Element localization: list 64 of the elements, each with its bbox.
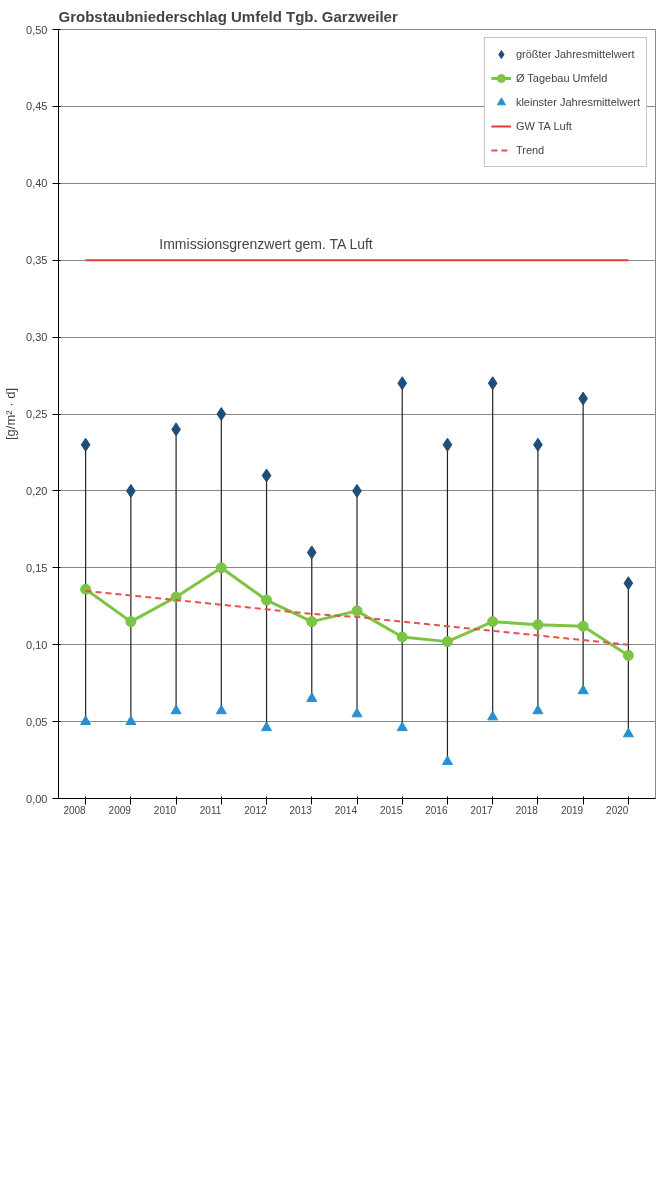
- point: [487, 376, 498, 391]
- y-tick-label: 0,45: [26, 100, 48, 113]
- x-tick-label: 2014: [334, 804, 358, 816]
- point: [261, 594, 273, 606]
- point: [396, 631, 408, 643]
- x-tick-label: 2018: [515, 804, 539, 816]
- x-tick-label: 2015: [379, 804, 403, 816]
- point: [622, 727, 634, 738]
- y-tick-label: 0,25: [26, 408, 48, 420]
- point: [622, 649, 634, 661]
- point: [125, 715, 137, 725]
- point: [306, 692, 318, 702]
- x-tick-label: 2010: [153, 804, 177, 816]
- point: [441, 636, 453, 648]
- point: [623, 576, 634, 591]
- x-tick-label: 2017: [470, 804, 494, 816]
- point: [215, 704, 227, 715]
- x-tick-label: 2020: [606, 804, 629, 816]
- point: [441, 755, 453, 765]
- point: [80, 715, 92, 725]
- point: [351, 707, 363, 718]
- point: [306, 545, 317, 560]
- x-tick-label: 2013: [289, 804, 313, 816]
- point: [396, 721, 408, 732]
- y-tick-label: 0,30: [26, 331, 48, 344]
- y-tick-label: 0,15: [26, 561, 48, 574]
- point: [487, 616, 499, 628]
- point: [80, 437, 91, 452]
- point: [487, 710, 499, 721]
- legend-label: GW TA Luft: [515, 120, 572, 132]
- point: [577, 684, 589, 695]
- point: [125, 616, 137, 628]
- legend-label: Trend: [515, 144, 545, 156]
- x-tick-label: 2011: [199, 804, 222, 816]
- annotation: Immissionsgrenzwert gem. TA Luft: [159, 236, 373, 253]
- x-tick-label: 2012: [244, 804, 267, 816]
- y-tick-label: 0,20: [26, 484, 48, 497]
- point: [442, 437, 453, 452]
- chart-title: Grobstaubniederschlag Umfeld Tgb. Garzweiler: [58, 7, 398, 25]
- x-tick-label: 2009: [108, 804, 132, 816]
- point: [216, 407, 227, 421]
- point: [261, 468, 272, 483]
- y-tick-label: 0,05: [26, 715, 48, 728]
- legend-label: Ø Tagebau Umfeld: [515, 72, 608, 84]
- y-tick-label: 0,35: [26, 254, 48, 267]
- x-tick-label: 2019: [560, 804, 584, 816]
- x-tick-label: 2016: [425, 804, 448, 816]
- point: [577, 620, 589, 632]
- point: [306, 616, 318, 628]
- legend-label: größter Jahresmittelwert: [515, 48, 635, 60]
- y-tick-label: 0,50: [26, 23, 48, 36]
- y-tick-label: 0,10: [26, 638, 48, 651]
- x-tick-label: 2008: [63, 804, 87, 816]
- y-axis-title: [g/m² · d]: [3, 387, 19, 440]
- point: [532, 704, 544, 715]
- legend-label: kleinster Jahresmittelwert: [515, 96, 640, 108]
- point: [397, 376, 408, 391]
- point: [351, 605, 363, 617]
- point: [532, 619, 544, 631]
- y-tick-label: 0,00: [26, 792, 48, 805]
- point: [261, 721, 273, 732]
- point: [215, 562, 227, 574]
- y-tick-label: 0,40: [26, 177, 48, 190]
- point: [170, 704, 182, 715]
